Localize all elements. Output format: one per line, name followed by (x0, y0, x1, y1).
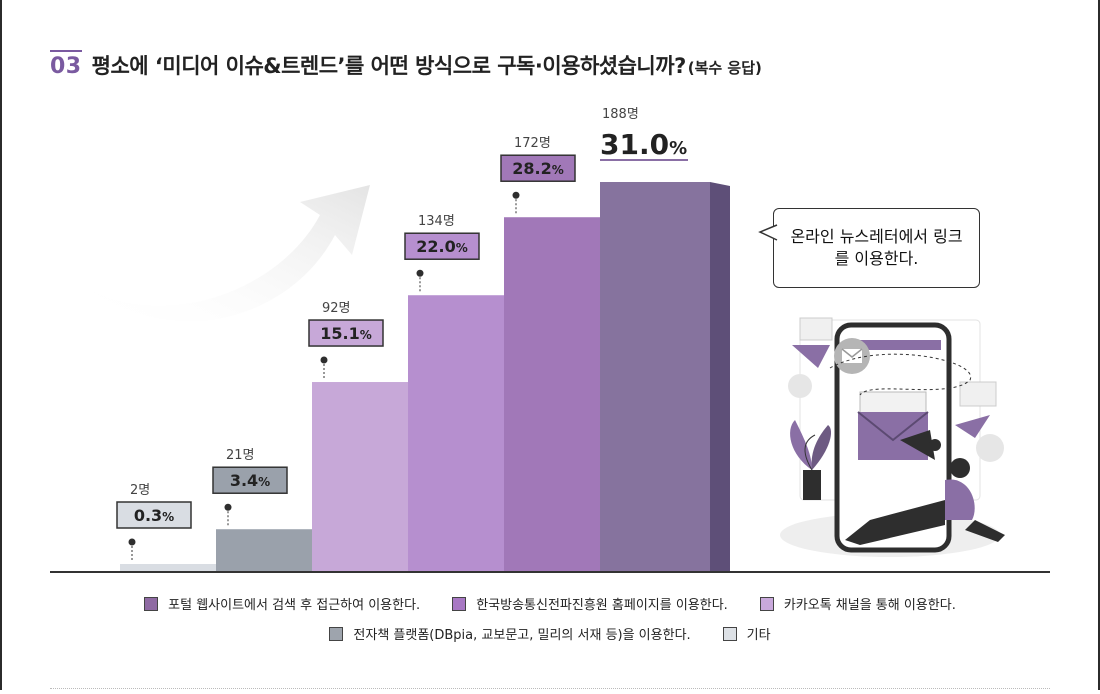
legend-item: 카카오톡 채널을 통해 이용한다. (759, 594, 956, 613)
count-label: 134명 (418, 214, 455, 229)
count-label: 188명 (602, 107, 639, 122)
legend-row-2: 전자책 플랫폼(DBpia, 교보문고, 밀리의 서재 등)을 이용한다. 기타 (0, 624, 1100, 643)
percent-label: 22.0% (416, 237, 468, 256)
percent-box (308, 319, 384, 347)
percent-label: 31.0% (600, 128, 687, 161)
leader-dot (128, 538, 136, 546)
leader-dot (416, 269, 424, 277)
divider (50, 688, 1050, 689)
bar (120, 564, 230, 572)
count-label: 21명 (226, 448, 255, 463)
legend-row-1: 포털 웹사이트에서 검색 후 접근하여 이용한다. 한국방송통신전파진흥원 홈페이… (0, 594, 1100, 613)
legend-swatch (144, 596, 159, 611)
growth-arrow-icon (90, 185, 370, 322)
speech-bubble: 온라인 뉴스레터에서 링크를 이용한다. (773, 208, 980, 288)
legend-label: 한국방송통신전파진흥원 홈페이지를 이용한다. (476, 598, 728, 613)
legend-label: 카카오톡 채널을 통해 이용한다. (783, 598, 956, 613)
count-label: 172명 (514, 136, 551, 151)
question-note: (복수 응답) (687, 59, 762, 77)
percent-label: 15.1% (320, 324, 372, 343)
percent-box (212, 466, 288, 494)
speech-bubble-text: 온라인 뉴스레터에서 링크를 이용한다. (790, 227, 963, 268)
bars-group: 0.3% 2명 3.4% 21명 15.1% 92명 22.0% 134명 28.2% 172명 1… (116, 107, 730, 572)
percent-box (404, 232, 480, 260)
legend-swatch (722, 626, 737, 641)
legend-swatch (759, 596, 774, 611)
legend-label: 전자책 플랫폼(DBpia, 교보문고, 밀리의 서재 등)을 이용한다. (353, 628, 691, 643)
question-title: 03 평소에 ‘미디어 이슈&트렌드’를 어떤 방식으로 구독·이용하셨습니까?… (50, 50, 762, 90)
legend-swatch (329, 626, 344, 641)
percent-box (116, 501, 192, 529)
legend-item: 한국방송통신전파진흥원 홈페이지를 이용한다. (452, 594, 728, 613)
bar (216, 529, 326, 572)
newsletter-illustration-icon (780, 317, 1005, 557)
percent-label: 0.3% (134, 506, 174, 525)
legend-label: 포털 웹사이트에서 검색 후 접근하여 이용한다. (168, 598, 421, 613)
question-text: 평소에 ‘미디어 이슈&트렌드’를 어떤 방식으로 구독·이용하셨습니까? (91, 54, 687, 78)
count-label: 92명 (322, 301, 351, 316)
bar (504, 217, 614, 572)
legend-swatch (452, 596, 467, 611)
percent-box (500, 154, 576, 182)
percent-label: 3.4% (230, 471, 270, 490)
bar (600, 182, 710, 572)
question-number: 03 (50, 50, 82, 79)
leader-dot (224, 503, 232, 511)
legend-item: 기타 (722, 624, 771, 643)
count-label: 2명 (130, 483, 150, 498)
percent-label: 28.2% (512, 159, 564, 178)
legend-item: 전자책 플랫폼(DBpia, 교보문고, 밀리의 서재 등)을 이용한다. (329, 624, 691, 643)
bar (312, 382, 422, 572)
bar (408, 295, 518, 572)
leader-dot (320, 356, 328, 364)
legend-label: 기타 (746, 628, 771, 643)
legend-item: 포털 웹사이트에서 검색 후 접근하여 이용한다. (144, 594, 420, 613)
leader-dot (512, 191, 520, 199)
bar-side (710, 182, 730, 572)
